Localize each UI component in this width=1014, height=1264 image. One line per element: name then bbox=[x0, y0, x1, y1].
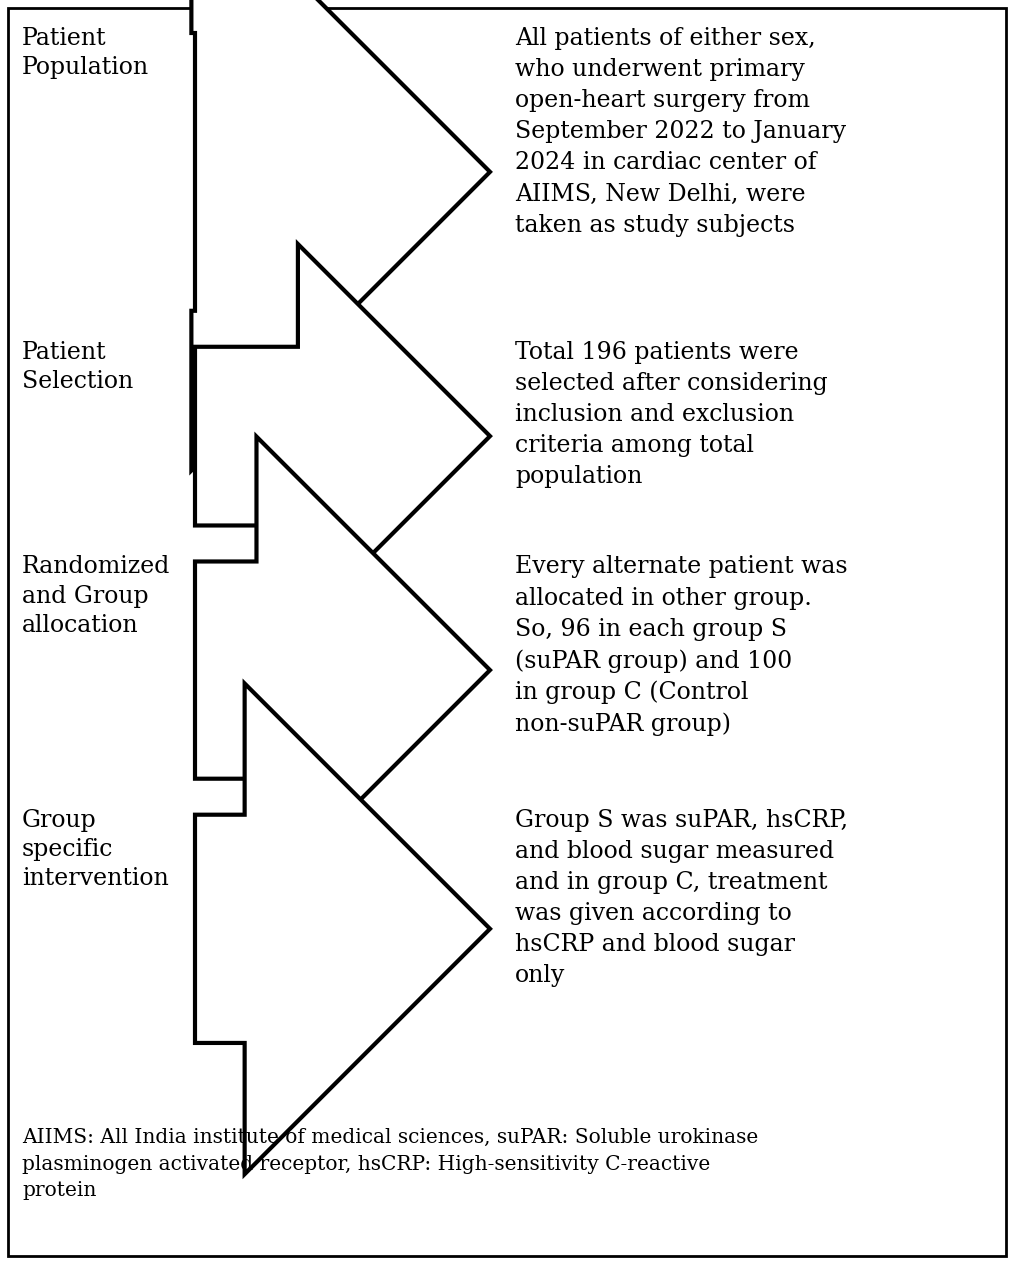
Polygon shape bbox=[195, 436, 490, 904]
Text: Patient
Selection: Patient Selection bbox=[22, 341, 133, 393]
Text: Randomized
and Group
allocation: Randomized and Group allocation bbox=[22, 555, 170, 637]
Text: Every alternate patient was
allocated in other group.
So, 96 in each group S
(su: Every alternate patient was allocated in… bbox=[515, 555, 848, 737]
Text: Patient
Population: Patient Population bbox=[22, 27, 149, 80]
Text: All patients of either sex,
who underwent primary
open-heart surgery from
Septem: All patients of either sex, who underwen… bbox=[515, 27, 846, 236]
Polygon shape bbox=[192, 0, 490, 470]
Text: AIIMS: All India institute of medical sciences, suPAR: Soluble urokinase
plasmin: AIIMS: All India institute of medical sc… bbox=[22, 1127, 758, 1200]
Polygon shape bbox=[195, 244, 490, 628]
Polygon shape bbox=[195, 684, 490, 1174]
Text: Total 196 patients were
selected after considering
inclusion and exclusion
crite: Total 196 patients were selected after c… bbox=[515, 341, 827, 488]
Text: Group S was suPAR, hsCRP,
and blood sugar measured
and in group C, treatment
was: Group S was suPAR, hsCRP, and blood suga… bbox=[515, 809, 848, 987]
Text: Group
specific
intervention: Group specific intervention bbox=[22, 809, 168, 890]
